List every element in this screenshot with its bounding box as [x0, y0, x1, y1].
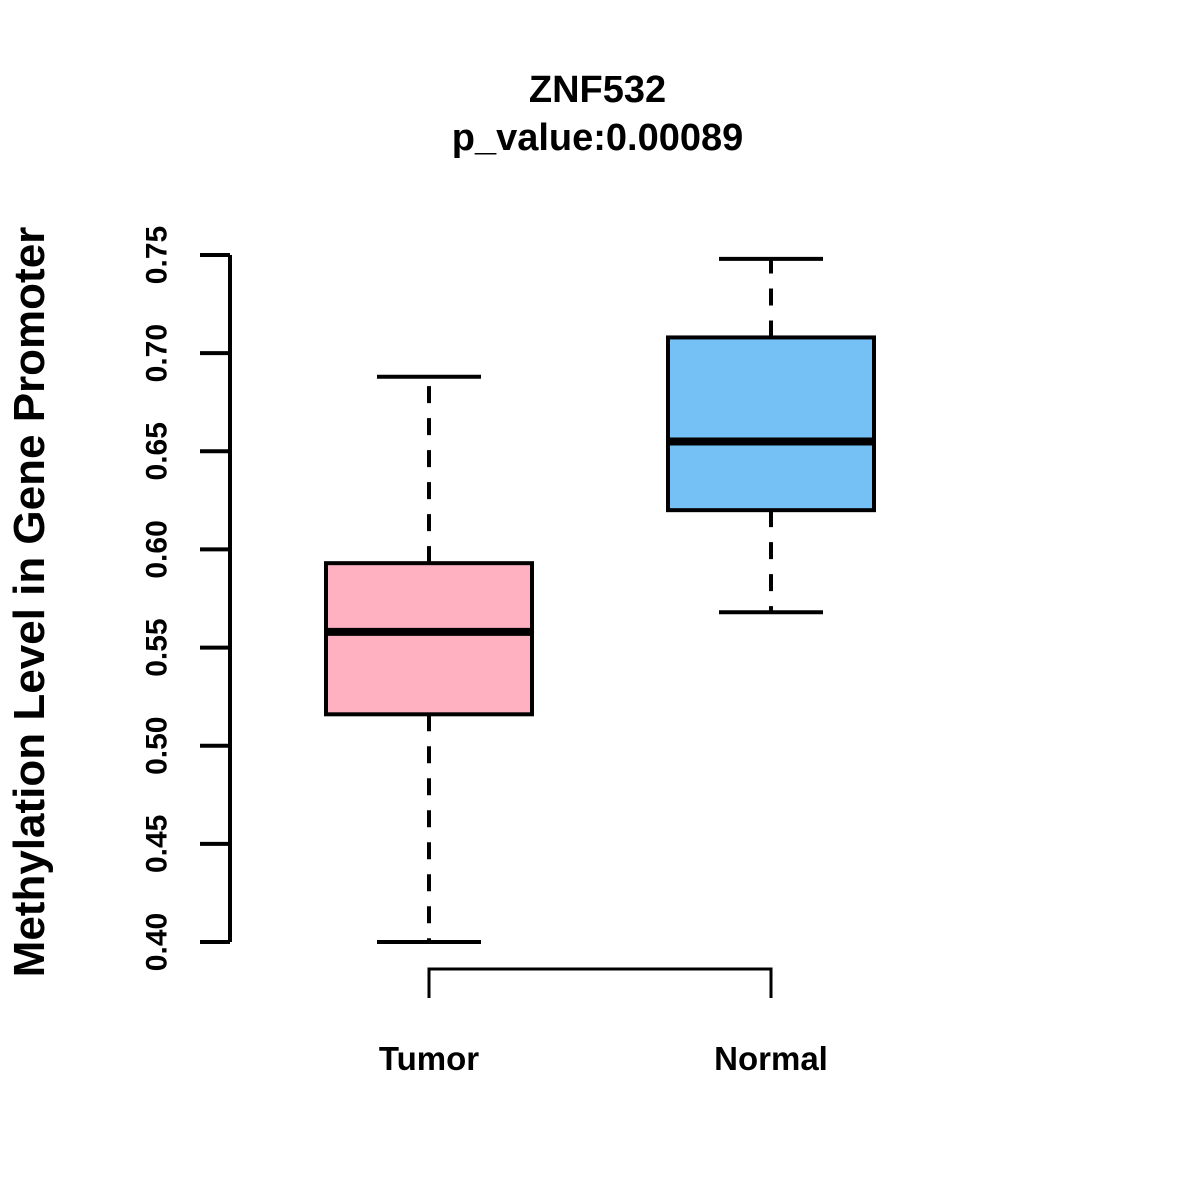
- y-tick-label: 0.75: [141, 226, 174, 284]
- y-tick-label: 0.40: [141, 913, 174, 971]
- x-tick-label-tumor: Tumor: [379, 1040, 479, 1077]
- chart-title: ZNF532: [528, 69, 667, 111]
- chart-subtitle: p_value:0.00089: [451, 117, 744, 159]
- y-tick-label: 0.45: [141, 815, 174, 873]
- y-tick-label: 0.65: [141, 422, 174, 480]
- x-axis-bracket: [427, 967, 773, 998]
- y-tick-label: 0.55: [141, 618, 174, 676]
- iqr-box-tumor: [324, 561, 534, 717]
- x-tick-label-normal: Normal: [714, 1040, 828, 1077]
- y-tick-label: 0.50: [141, 717, 174, 775]
- y-tick-label: 0.60: [141, 520, 174, 578]
- iqr-box-normal: [666, 335, 876, 513]
- y-tick-label: 0.70: [141, 324, 174, 382]
